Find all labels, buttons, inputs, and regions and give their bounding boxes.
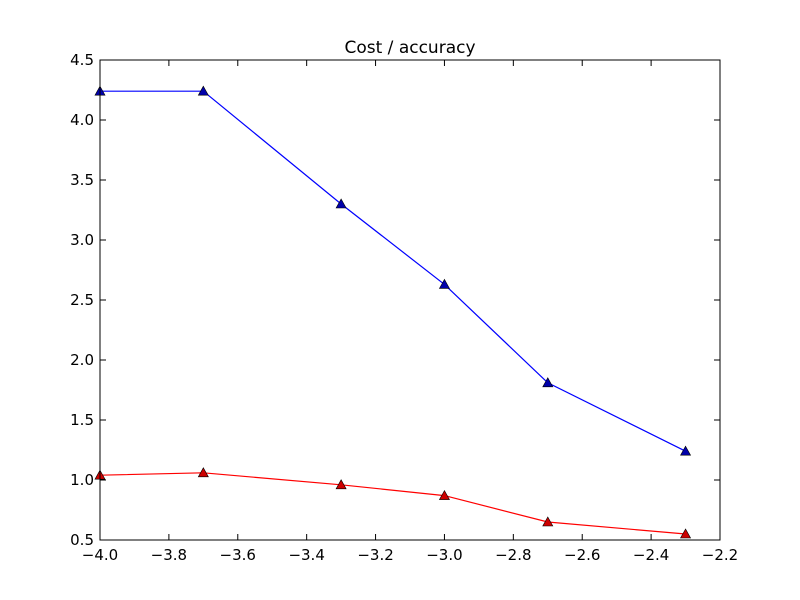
y-tick-label: 1.0 [70, 471, 94, 489]
data-point [335, 198, 347, 209]
x-tick-label: −3.4 [288, 546, 324, 564]
y-tick-label: 4.0 [70, 111, 94, 129]
x-tick-label: −2.4 [633, 546, 669, 564]
y-tick-label: 3.0 [70, 231, 94, 249]
x-tick-label: −2.6 [564, 546, 600, 564]
data-point [542, 516, 554, 527]
data-point [335, 479, 347, 490]
y-tick-label: 2.0 [70, 351, 94, 369]
y-tick-label: 4.5 [70, 51, 94, 69]
y-tick-label: 1.5 [70, 411, 94, 429]
data-point [438, 489, 450, 500]
x-tick-label: −3.6 [220, 546, 256, 564]
series-line-1 [100, 90, 686, 452]
x-tick-label: −4.0 [82, 546, 118, 564]
y-tick-label: 3.5 [70, 171, 94, 189]
plot-frame [99, 59, 721, 541]
data-point [542, 377, 554, 388]
data-point [680, 445, 692, 456]
data-point [197, 85, 209, 96]
x-tick-label: −2.8 [495, 546, 531, 564]
x-tick-label: −3.2 [357, 546, 393, 564]
series-layer [94, 85, 692, 539]
series-line-2 [99, 472, 686, 535]
data-point [197, 467, 209, 478]
x-tick-label: −2.2 [702, 546, 738, 564]
data-point [680, 528, 692, 539]
x-tick-label: −3.8 [151, 546, 187, 564]
x-tick-label: −3.0 [426, 546, 462, 564]
data-point [438, 278, 450, 289]
ticks-layer: −4.0 −3.8 −3.6 −3.4 −3.2 −3.0 −2.8 −2.6 −2.4 −2.2… [70, 51, 738, 564]
y-tick-label: 2.5 [70, 291, 94, 309]
chart-title: Cost / accuracy [344, 38, 475, 58]
y-tick-label: 0.5 [70, 531, 94, 549]
